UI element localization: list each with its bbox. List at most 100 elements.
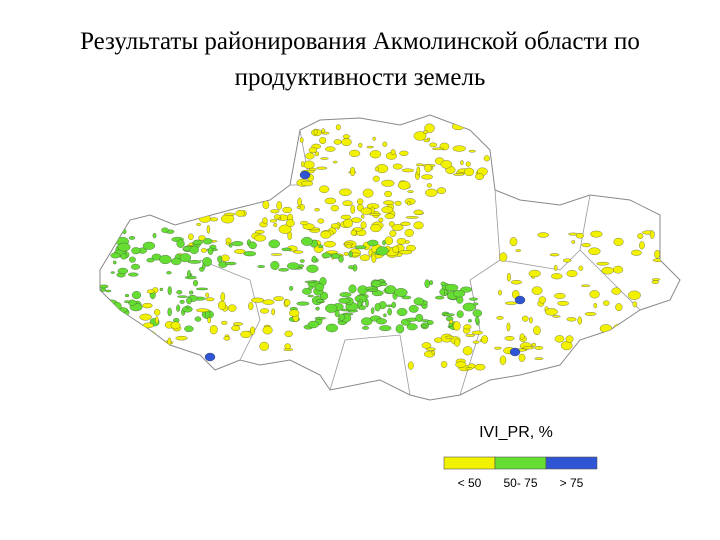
land-patch xyxy=(537,232,549,238)
land-patch xyxy=(306,264,319,273)
land-patch xyxy=(384,190,393,198)
land-patch xyxy=(449,319,454,324)
land-patch xyxy=(100,322,107,331)
land-patch xyxy=(287,262,300,270)
land-patch xyxy=(254,234,267,242)
land-patch xyxy=(206,225,211,234)
land-patch xyxy=(387,308,392,316)
land-patch xyxy=(652,306,661,313)
land-patch xyxy=(468,149,476,153)
land-patch xyxy=(213,200,222,206)
land-patch xyxy=(382,240,386,246)
land-patch xyxy=(435,295,445,300)
land-patch xyxy=(175,336,188,341)
land-patch xyxy=(444,283,459,292)
land-patch xyxy=(424,123,435,133)
land-patch xyxy=(152,232,157,239)
land-patch xyxy=(149,331,157,341)
land-patch xyxy=(504,336,515,341)
land-patch xyxy=(533,325,541,335)
land-patch xyxy=(359,254,371,261)
land-patch xyxy=(365,298,369,308)
land-patch xyxy=(575,233,584,239)
land-patch xyxy=(390,149,396,155)
land-patch xyxy=(278,268,289,272)
land-patch xyxy=(382,141,388,147)
land-patch xyxy=(339,292,352,298)
land-patch xyxy=(223,336,231,341)
land-patch xyxy=(223,198,232,205)
land-patch xyxy=(130,263,141,270)
land-patch xyxy=(366,145,374,149)
land-patch xyxy=(205,292,210,298)
land-patch xyxy=(637,233,644,240)
land-patch xyxy=(442,313,455,317)
land-patch xyxy=(460,286,472,293)
land-patch xyxy=(351,217,362,223)
land-patch xyxy=(361,317,373,326)
land-patch xyxy=(553,265,558,271)
district-border xyxy=(329,334,411,396)
land-patch xyxy=(191,199,196,207)
land-patch xyxy=(475,173,484,180)
land-patch xyxy=(300,221,309,226)
land-patch xyxy=(317,218,325,224)
land-patch xyxy=(186,297,192,305)
land-patch xyxy=(571,240,576,244)
land-patch xyxy=(453,173,465,176)
land-patch xyxy=(234,249,246,254)
land-patch xyxy=(324,197,337,205)
land-patch xyxy=(599,324,613,333)
land-patch xyxy=(124,293,130,298)
land-patch xyxy=(391,224,404,231)
land-patch xyxy=(113,322,118,331)
land-patch xyxy=(301,180,314,187)
land-patch xyxy=(588,247,601,255)
land-patch xyxy=(161,340,174,345)
land-patch xyxy=(196,308,210,313)
land-patch xyxy=(395,324,405,334)
land-patch xyxy=(506,322,511,332)
land-patch xyxy=(453,321,461,331)
land-patch xyxy=(628,290,641,300)
land-patch xyxy=(557,300,570,306)
land-patch xyxy=(285,219,295,227)
land-patch xyxy=(341,138,352,146)
land-patch xyxy=(349,166,356,177)
land-patch xyxy=(648,335,660,342)
land-patch xyxy=(578,265,584,271)
land-patch xyxy=(110,271,115,274)
land-patch xyxy=(426,137,431,141)
land-patch xyxy=(444,289,448,296)
land-patch xyxy=(260,308,270,314)
land-patch xyxy=(505,301,518,305)
land-patch xyxy=(176,206,184,210)
land-patch xyxy=(397,180,411,190)
land-patch xyxy=(392,245,400,253)
land-patch xyxy=(440,281,447,286)
land-patch xyxy=(303,160,315,169)
land-patch xyxy=(270,253,283,256)
land-patch xyxy=(589,290,600,299)
land-patch xyxy=(465,367,473,371)
land-patch xyxy=(431,350,436,355)
land-patch xyxy=(581,284,591,287)
land-patch xyxy=(565,335,574,343)
land-patch xyxy=(370,223,382,233)
land-patch xyxy=(551,273,563,280)
land-patch xyxy=(460,160,464,165)
land-patch xyxy=(122,229,127,235)
land-patch xyxy=(424,163,432,173)
land-patch xyxy=(370,307,375,315)
land-patch xyxy=(531,342,536,347)
land-patch xyxy=(601,266,614,275)
land-patch xyxy=(161,227,169,233)
land-patch xyxy=(231,241,244,247)
land-patch xyxy=(499,252,508,262)
land-patch xyxy=(593,302,598,309)
land-patch xyxy=(465,334,476,337)
land-patch xyxy=(432,147,444,151)
land-patch xyxy=(307,294,314,298)
land-patch xyxy=(348,265,355,270)
